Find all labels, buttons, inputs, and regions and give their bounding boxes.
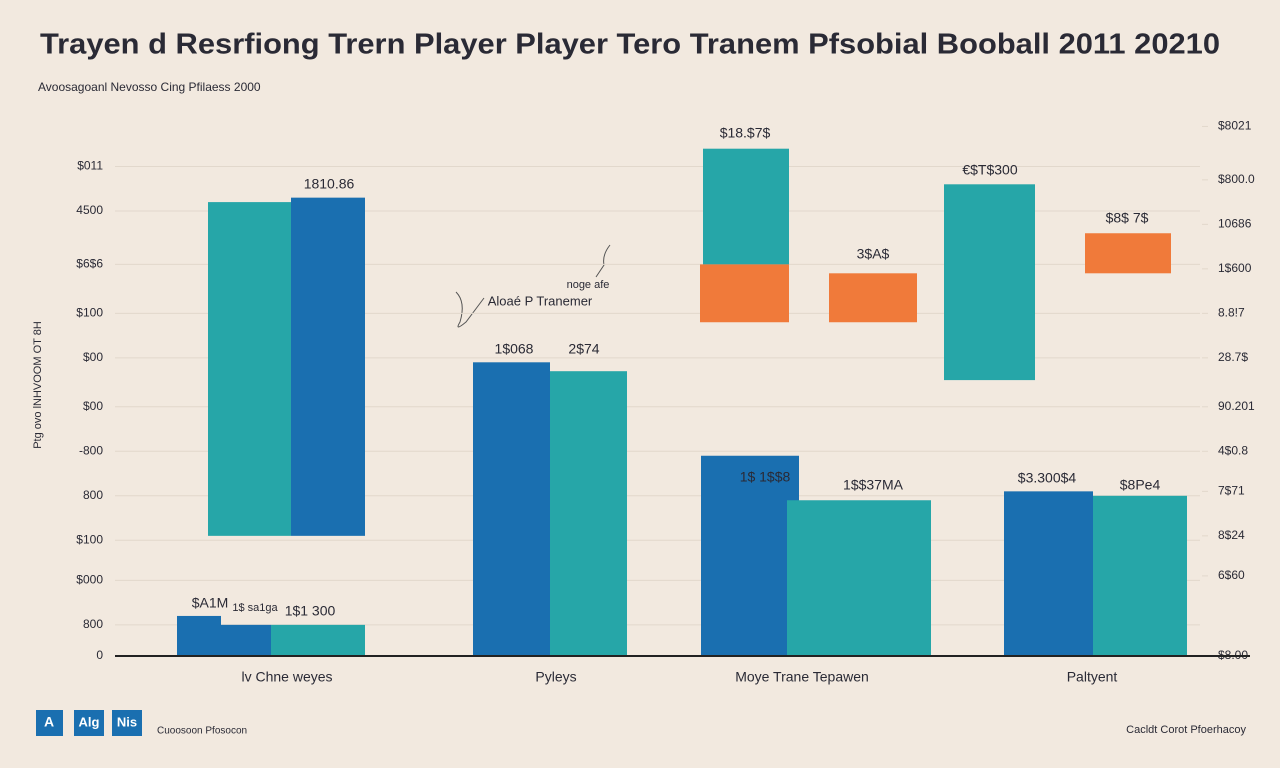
y2-tick-label: 90.201 [1218,399,1255,413]
x-tick-label: Pyleys [535,669,576,685]
y-tick-label: $00 [83,399,103,413]
bar [1004,491,1093,656]
bar [701,455,799,656]
data-label: 1$068 [495,341,534,357]
annotation-scribble [455,291,485,328]
y-tick-label: 4500 [76,203,103,217]
bar [703,148,789,265]
y2-tick-label: 4$0.8 [1218,443,1248,457]
y-tick-label: 800 [83,617,103,631]
x-tick-label: Paltyent [1067,669,1118,685]
y-tick-label: $011 [77,159,103,173]
data-label: 2$74 [568,341,599,357]
bar [787,500,931,656]
y-tick-label: $100 [76,306,103,320]
y2-tick-label: 7$71 [1218,484,1245,498]
data-label: $8Pe4 [1120,477,1161,493]
y-tick-label: -800 [79,443,103,457]
data-label: 1810.86 [304,176,355,192]
y-tick-label: 0 [96,648,103,662]
annotation: Aloaé P Tranemer [488,293,593,308]
bar [1085,233,1171,274]
y2-tick-label: $8021 [1218,119,1252,133]
footer-icon-text: Nis [117,714,137,729]
y2-tick-label: 28.7$ [1218,350,1248,364]
footer-icon [74,710,104,736]
chart-subtitle: Avoosagoanl Nevosso Cing Pfilaess 2000 [38,80,261,94]
bar [271,624,365,656]
footer-text: Cacldt Corot Pfoerhacoy [1126,724,1246,736]
footer-icon-text: A [44,714,54,730]
x-tick-label: Moye Trane Tepawen [735,669,869,685]
y2-tick-label: 8.8!7 [1218,306,1245,320]
bar [550,371,627,656]
y-tick-label: $100 [76,532,103,546]
data-label: $3.300$4 [1018,470,1077,486]
y-axis-label: Ptg ovo lNHVOOM OT 8H [32,321,44,449]
y2-tick-label: 8$24 [1218,528,1245,542]
data-label: 1$1 300 [285,603,336,619]
data-label: 3$A$ [857,246,890,262]
y2-tick-label: $800.0 [1218,172,1255,186]
y-tick-label: $6$6 [76,257,103,271]
y-tick-label: $000 [76,573,103,587]
x-tick-label: lv Chne weyes [241,669,332,685]
bar [291,197,365,536]
footer-icon-text: Alg [79,714,100,729]
y2-tick-label: 10686 [1218,217,1252,231]
y2-tick-label: 1$600 [1218,261,1252,275]
bar [829,273,917,323]
y-tick-label: $00 [83,350,103,364]
data-label: $A1M [192,595,229,611]
bar [700,264,789,323]
data-label: 1$ 1$$8 [740,469,791,485]
bar [221,624,271,656]
annotation: noge afe [567,279,610,291]
annotation-scribble [595,244,611,278]
data-label: €$T$300 [962,162,1017,178]
data-label: $18.$7$ [720,125,771,141]
y-tick-label: 800 [83,488,103,502]
bar [944,184,1035,381]
data-label: $8$ 7$ [1106,210,1149,226]
footer-icon [112,710,142,736]
footer-text: Cuoosoon Pfosocon [157,726,247,737]
data-label: 1$$37MA [843,477,904,493]
footer-icon [36,710,63,736]
chart-title: Trayen d Resrfiong Trern Player Player T… [40,29,1220,61]
y2-tick-label: 6$60 [1218,568,1245,582]
bar [177,615,221,656]
bar [473,362,550,656]
bar [208,202,291,536]
data-label: 1$ sa1ga [232,602,278,614]
bar [1093,495,1187,656]
